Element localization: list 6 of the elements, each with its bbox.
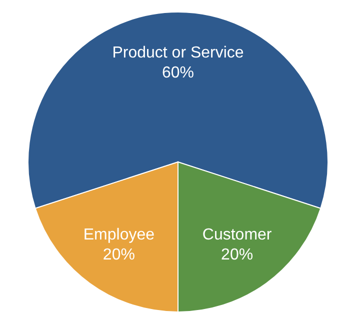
slice-label: Employee: [83, 226, 155, 244]
data-label: 60%: [162, 64, 194, 82]
slice-label: Customer: [202, 226, 272, 244]
data-label: 20%: [102, 246, 135, 264]
slice-label: Product or Service: [112, 44, 244, 62]
data-label: 20%: [221, 246, 254, 264]
